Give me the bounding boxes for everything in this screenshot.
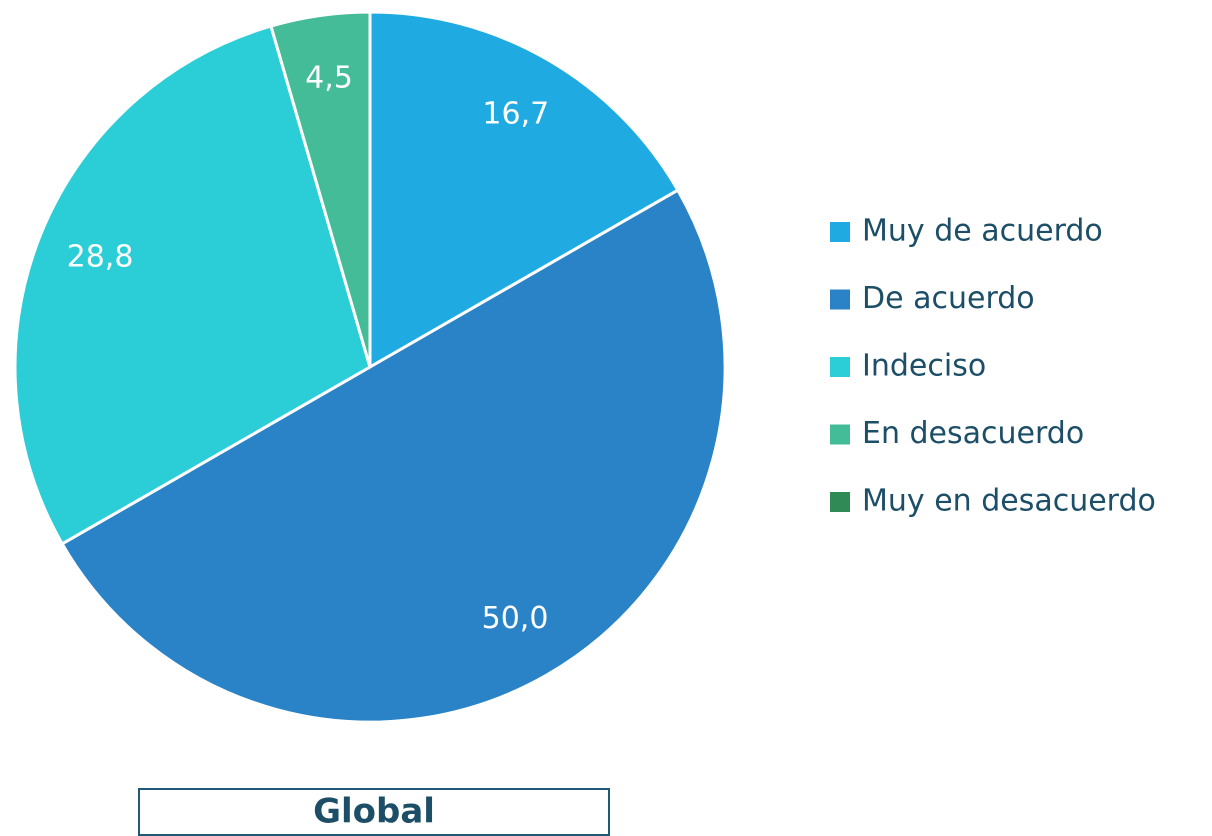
- legend-swatch: [830, 289, 850, 310]
- data-label: 16,7: [482, 97, 549, 132]
- title-box: [138, 788, 610, 836]
- data-label: 50,0: [482, 601, 549, 636]
- legend-swatch: [830, 424, 850, 445]
- chart-title: Global: [313, 792, 435, 832]
- legend-swatch: [830, 222, 850, 242]
- legend-label: Indeciso: [862, 349, 986, 384]
- pie-slice: [13, 24, 372, 546]
- pie: 16,7 50,0 28,8 4,5: [13, 10, 727, 724]
- legend: Muy de acuerdo De acuerdo Indeciso En desac…: [830, 214, 1156, 519]
- data-label: 4,5: [305, 60, 353, 95]
- pie-slice: [60, 188, 727, 724]
- legend-swatch: [830, 492, 850, 512]
- pie-slice: [368, 10, 680, 370]
- legend-label: De acuerdo: [862, 281, 1035, 316]
- data-label: 28,8: [67, 240, 134, 275]
- legend-label: Muy en desacuerdo: [862, 484, 1156, 519]
- legend-swatch: [830, 357, 850, 377]
- legend-label: En desacuerdo: [862, 416, 1084, 451]
- legend-label: Muy de acuerdo: [862, 214, 1103, 249]
